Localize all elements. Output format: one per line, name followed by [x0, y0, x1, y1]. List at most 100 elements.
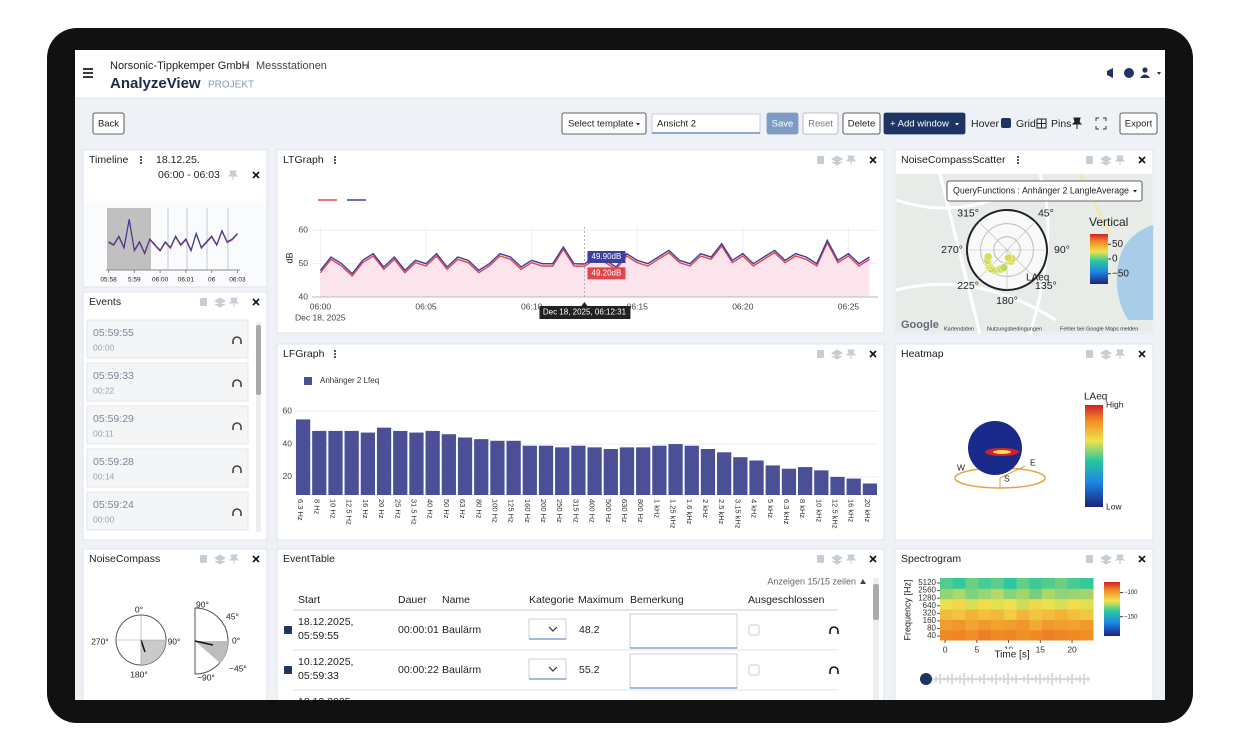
reset-button[interactable]: [802, 112, 839, 135]
query-dropdown-label[interactable]: QueryFunctions : Anhänger 2 LangleAverag…: [953, 185, 1129, 195]
spectrogram-cell: [1029, 619, 1043, 631]
bar: [587, 447, 602, 495]
view-name-value[interactable]: Ansicht 2: [657, 119, 696, 130]
panel-menu[interactable]: [140, 159, 142, 161]
event-item[interactable]: [86, 319, 249, 359]
panel-menu[interactable]: [334, 159, 336, 161]
panel-menu[interactable]: [334, 156, 336, 158]
events-scroll-thumb: [256, 325, 261, 395]
panel-menu[interactable]: [334, 353, 336, 355]
remark-textarea[interactable]: [629, 613, 738, 649]
close-button[interactable]: [869, 555, 877, 563]
panel-menu[interactable]: [334, 356, 336, 358]
close-button[interactable]: [869, 350, 877, 358]
hover-toggle[interactable]: Hover: [971, 118, 1000, 130]
compass-label: 90°: [168, 636, 181, 646]
x-tick-label: 16 kHz: [847, 499, 856, 523]
audio-playhead[interactable]: [920, 673, 932, 685]
colorbar-tick-label: −100: [1124, 590, 1138, 596]
reset-button-label[interactable]: Reset: [808, 119, 833, 130]
panel-menu[interactable]: [334, 350, 336, 352]
spectrogram-cell: [1003, 578, 1017, 589]
copy-icon: [817, 156, 824, 164]
spectrogram-cell: [1003, 588, 1017, 600]
panel-menu[interactable]: [140, 162, 142, 164]
headphone-button[interactable]: [232, 336, 242, 344]
headphone-button[interactable]: [829, 666, 839, 674]
x-tick-label: 06:01: [178, 277, 195, 284]
template-select[interactable]: [561, 112, 647, 135]
export-button[interactable]: [1119, 112, 1158, 135]
angle-label: 180°: [996, 295, 1018, 307]
template-select-label[interactable]: Select template: [568, 119, 633, 130]
row-marker: [284, 626, 292, 634]
event-item[interactable]: [86, 491, 249, 531]
screen: Norsonic-Tippkemper GmbH/ Messstationen An…: [75, 50, 1165, 700]
close-button[interactable]: [1138, 350, 1146, 358]
event-item[interactable]: [86, 362, 249, 402]
event-duration: 00:11: [93, 428, 114, 438]
breadcrumb: Messstationen: [256, 60, 327, 72]
select-chevron: [548, 626, 558, 632]
panel-menu[interactable]: [1017, 159, 1019, 161]
remark-textarea[interactable]: [629, 653, 738, 689]
grid-toggle[interactable]: Grid: [1016, 118, 1036, 130]
panel-menu[interactable]: [140, 156, 142, 158]
notification-icon[interactable]: [1107, 68, 1113, 78]
excluded-checkbox[interactable]: [748, 664, 760, 676]
close-button[interactable]: [1138, 156, 1146, 164]
x-tick-label: 250 Hz: [555, 499, 564, 523]
close-button[interactable]: [1138, 555, 1146, 563]
add-window-button-label[interactable]: + Add window: [890, 119, 949, 130]
bar: [457, 437, 473, 495]
back-button[interactable]: [92, 112, 125, 135]
user-icon[interactable]: [1142, 67, 1148, 73]
excluded-checkbox[interactable]: [748, 624, 760, 636]
hover-checkbox[interactable]: [1001, 118, 1011, 128]
pins-toggle[interactable]: Pins: [1051, 118, 1071, 130]
category-select[interactable]: [528, 618, 567, 640]
panel-menu[interactable]: [334, 162, 336, 164]
close-button[interactable]: [252, 555, 260, 563]
export-button-label[interactable]: Export: [1125, 119, 1153, 130]
map-water: [1116, 225, 1153, 320]
panel-menu[interactable]: [1017, 156, 1019, 158]
pin-icon: [1114, 155, 1126, 165]
radial-axis-label: LAeq: [1026, 273, 1049, 284]
headphone-button[interactable]: [232, 508, 242, 516]
panel-menu[interactable]: [1017, 162, 1019, 164]
spectrogram-cell: [965, 629, 979, 641]
save-button-label[interactable]: Save: [772, 119, 794, 130]
back-button-label[interactable]: Back: [98, 119, 119, 130]
bar: [717, 452, 732, 495]
headphone-button[interactable]: [829, 626, 839, 634]
fullscreen-icon[interactable]: [1095, 117, 1107, 130]
headphone-button[interactable]: [232, 379, 242, 387]
x-tick-label: 25 Hz: [393, 499, 402, 519]
event-item[interactable]: [86, 405, 249, 445]
close-button[interactable]: [252, 171, 260, 179]
x-tick-label: 125 Hz: [507, 499, 516, 523]
help-icon[interactable]: [1124, 68, 1134, 78]
delete-button[interactable]: [842, 112, 881, 135]
delete-button-label[interactable]: Delete: [848, 119, 875, 130]
close-button[interactable]: [869, 156, 877, 164]
x-tick-label: 63 Hz: [458, 499, 467, 519]
x-tick-label: 200 Hz: [539, 499, 548, 523]
close-button[interactable]: [252, 298, 260, 306]
bar: [749, 460, 764, 495]
save-button[interactable]: [766, 112, 799, 135]
spectrogram-cell: [1003, 619, 1017, 631]
headphone-button[interactable]: [232, 465, 242, 473]
headphone-button[interactable]: [232, 422, 242, 430]
add-window-button[interactable]: [883, 112, 966, 135]
event-time: 05:59:28: [93, 456, 134, 468]
query-dropdown[interactable]: [946, 180, 1143, 202]
category-select[interactable]: [528, 658, 567, 680]
compass-needle: [194, 640, 214, 646]
event-item[interactable]: [86, 448, 249, 488]
layers-icon: [831, 554, 843, 565]
panel-title: Events: [89, 296, 121, 308]
pin-icon: [228, 554, 240, 564]
